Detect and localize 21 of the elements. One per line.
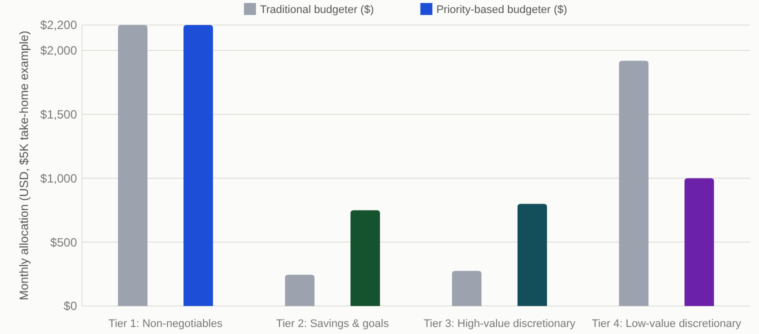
y-tick-label: $0	[64, 299, 78, 314]
y-axis-title: Monthly allocation (USD, $5K take-home example)	[17, 30, 31, 300]
x-tick-label: Tier 1: Non-negotiables	[108, 318, 223, 330]
y-tick-label: $500	[50, 235, 78, 250]
x-tick-label: Tier 3: High-value discretionary	[424, 318, 576, 330]
bar	[452, 270, 482, 306]
bar	[619, 60, 648, 306]
bar	[350, 210, 380, 306]
y-tick-label: $1,000	[40, 171, 78, 186]
legend-label: Traditional budgeter ($)	[260, 4, 374, 16]
y-tick-label: $2,200	[40, 18, 78, 32]
y-tick-label: $2,000	[40, 44, 78, 58]
x-tick-label: Tier 4: Low-value discretionary	[592, 318, 742, 330]
legend-label: Priority-based budgeter ($)	[436, 4, 568, 16]
y-tick-label: $1,500	[40, 108, 78, 122]
bar	[118, 25, 148, 306]
bar	[518, 204, 547, 306]
x-tick-label: Tier 2: Savings & goals	[276, 318, 390, 330]
bar	[184, 25, 213, 306]
bar	[285, 274, 314, 306]
bar	[684, 178, 714, 306]
